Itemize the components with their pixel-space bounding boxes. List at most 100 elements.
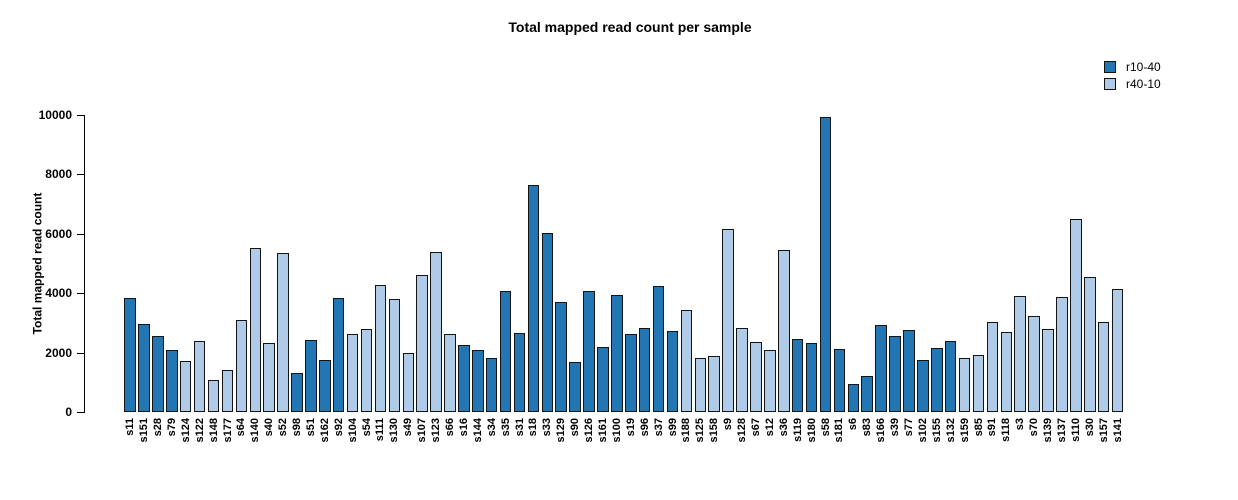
x-tick-label-s159: s159 bbox=[958, 418, 971, 443]
bar-s166 bbox=[875, 325, 887, 412]
legend-label-r40-10: r40-10 bbox=[1126, 77, 1161, 91]
x-tick-label-s123: s123 bbox=[430, 418, 443, 443]
x-tick-label-s91: s91 bbox=[986, 418, 999, 437]
x-tick-label-s9: s9 bbox=[722, 418, 735, 431]
x-tick-label-s18: s18 bbox=[527, 418, 540, 437]
x-tick-label-s52: s52 bbox=[277, 418, 290, 437]
x-tick-label-s90: s90 bbox=[569, 418, 582, 437]
x-tick-label-s119: s119 bbox=[791, 418, 804, 442]
legend-swatch-r10-40 bbox=[1104, 61, 1116, 73]
x-tick-label-s35: s35 bbox=[499, 418, 512, 437]
bar-s139 bbox=[1042, 329, 1054, 412]
x-tick-label-s177: s177 bbox=[221, 418, 234, 443]
bar-s66 bbox=[444, 333, 456, 412]
bar-s16 bbox=[458, 344, 470, 412]
bar-s39 bbox=[889, 335, 901, 412]
bar-s35 bbox=[499, 291, 512, 412]
bar-s79 bbox=[166, 349, 178, 412]
x-tick-label-s162: s162 bbox=[318, 418, 331, 443]
x-tick-label-s181: s181 bbox=[833, 418, 846, 443]
bar-s31 bbox=[513, 333, 526, 412]
bar-s100 bbox=[611, 295, 623, 412]
x-tick-label-s96: s96 bbox=[638, 418, 651, 437]
x-tick-label-s180: s180 bbox=[805, 418, 818, 443]
bar-s162 bbox=[319, 360, 331, 412]
bar-s130 bbox=[388, 299, 401, 412]
x-tick-label-s64: s64 bbox=[235, 418, 248, 437]
bar-s90 bbox=[569, 362, 581, 412]
x-tick-label-s16: s16 bbox=[457, 418, 470, 437]
x-tick-label-s99: s99 bbox=[666, 418, 679, 437]
bar-s104 bbox=[346, 334, 359, 412]
bar-s9 bbox=[722, 229, 734, 412]
bar-s128 bbox=[736, 327, 748, 412]
x-tick-label-s188: s188 bbox=[680, 418, 693, 443]
y-tick-label: 0 bbox=[65, 405, 72, 419]
y-tick-label: 10000 bbox=[38, 108, 72, 122]
x-tick-label-s30: s30 bbox=[1083, 418, 1096, 437]
x-tick-label-s128: s128 bbox=[736, 418, 749, 443]
bar-s54 bbox=[360, 329, 373, 412]
bar-s91 bbox=[986, 322, 999, 412]
x-tick-label-s151: s151 bbox=[138, 418, 150, 443]
bar-s129 bbox=[555, 302, 567, 412]
y-tick-label: 2000 bbox=[45, 345, 72, 360]
y-tick-label: 6000 bbox=[45, 226, 72, 241]
x-tick-label-s39: s39 bbox=[889, 418, 901, 437]
bar-s19 bbox=[625, 333, 637, 412]
bar-s102 bbox=[917, 360, 929, 412]
x-tick-label-s33: s33 bbox=[541, 418, 554, 437]
bar-s98 bbox=[291, 372, 303, 412]
bar-s92 bbox=[332, 298, 345, 412]
bar-s33 bbox=[541, 232, 554, 412]
bar-s6 bbox=[847, 383, 860, 412]
x-tick-label-s130: s130 bbox=[388, 418, 401, 443]
bar-s111 bbox=[374, 285, 387, 412]
y-tick-mark bbox=[77, 293, 84, 295]
bar-s107 bbox=[416, 274, 428, 412]
x-tick-label-s166: s166 bbox=[875, 418, 888, 443]
y-tick-label: 4000 bbox=[45, 286, 72, 301]
x-tick-label-s70: s70 bbox=[1028, 418, 1041, 437]
bar-s52 bbox=[277, 253, 289, 412]
bar-s151 bbox=[138, 324, 150, 412]
x-tick-label-s100: s100 bbox=[610, 418, 623, 443]
bar-s40 bbox=[263, 343, 275, 412]
bar-s110 bbox=[1070, 219, 1082, 412]
bar-s3 bbox=[1014, 295, 1026, 412]
x-tick-label-s28: s28 bbox=[151, 418, 164, 437]
x-tick-label-s137: s137 bbox=[1055, 418, 1068, 443]
bar-s85 bbox=[972, 354, 985, 412]
x-tick-label-s139: s139 bbox=[1042, 418, 1054, 443]
bar-s158 bbox=[708, 356, 720, 412]
legend-item-r40-10: r40-10 bbox=[1104, 78, 1161, 90]
x-tick-label-s19: s19 bbox=[624, 418, 637, 437]
x-tick-label-s141: s141 bbox=[1111, 418, 1124, 443]
bar-s37 bbox=[652, 285, 665, 412]
bar-s155 bbox=[931, 348, 943, 412]
x-tick-label-s40: s40 bbox=[263, 418, 276, 437]
x-tick-label-s58: s58 bbox=[819, 418, 832, 437]
x-tick-label-s12: s12 bbox=[763, 418, 776, 437]
x-tick-label-s144: s144 bbox=[471, 418, 484, 443]
bar-s148 bbox=[207, 379, 220, 412]
x-tick-label-s122: s122 bbox=[193, 418, 206, 443]
x-tick-label-s36: s36 bbox=[777, 418, 790, 437]
bar-s140 bbox=[249, 247, 262, 412]
y-tick-mark bbox=[77, 352, 84, 354]
x-tick-label-s102: s102 bbox=[916, 418, 929, 443]
bar-s58 bbox=[819, 116, 832, 412]
x-tick-label-s129: s129 bbox=[555, 418, 568, 443]
x-tick-label-s6: s6 bbox=[847, 418, 860, 431]
x-tick-label-s158: s158 bbox=[708, 418, 721, 443]
bar-s30 bbox=[1084, 276, 1096, 412]
bar-s180 bbox=[805, 343, 818, 412]
x-tick-label-s92: s92 bbox=[332, 418, 345, 437]
bar-s181 bbox=[833, 349, 846, 412]
bar-s28 bbox=[152, 336, 164, 412]
x-tick-label-s66: s66 bbox=[444, 418, 456, 437]
bar-s99 bbox=[666, 330, 679, 412]
x-tick-label-s54: s54 bbox=[360, 418, 373, 437]
x-tick-label-s125: s125 bbox=[694, 418, 707, 443]
